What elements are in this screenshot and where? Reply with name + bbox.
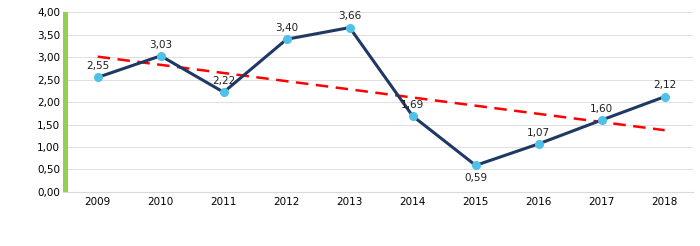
Text: 1,07: 1,07 [527, 128, 550, 138]
Text: 0,59: 0,59 [464, 173, 487, 183]
Text: 3,40: 3,40 [275, 23, 298, 33]
Text: 2,12: 2,12 [653, 80, 676, 91]
Text: 3,03: 3,03 [149, 40, 172, 49]
Text: 2,22: 2,22 [212, 76, 235, 86]
Text: 1,60: 1,60 [590, 104, 613, 114]
Bar [63, 12, 68, 192]
Text: 1,69: 1,69 [401, 100, 424, 110]
Text: 2,55: 2,55 [86, 61, 109, 71]
Text: 3,66: 3,66 [338, 11, 361, 21]
